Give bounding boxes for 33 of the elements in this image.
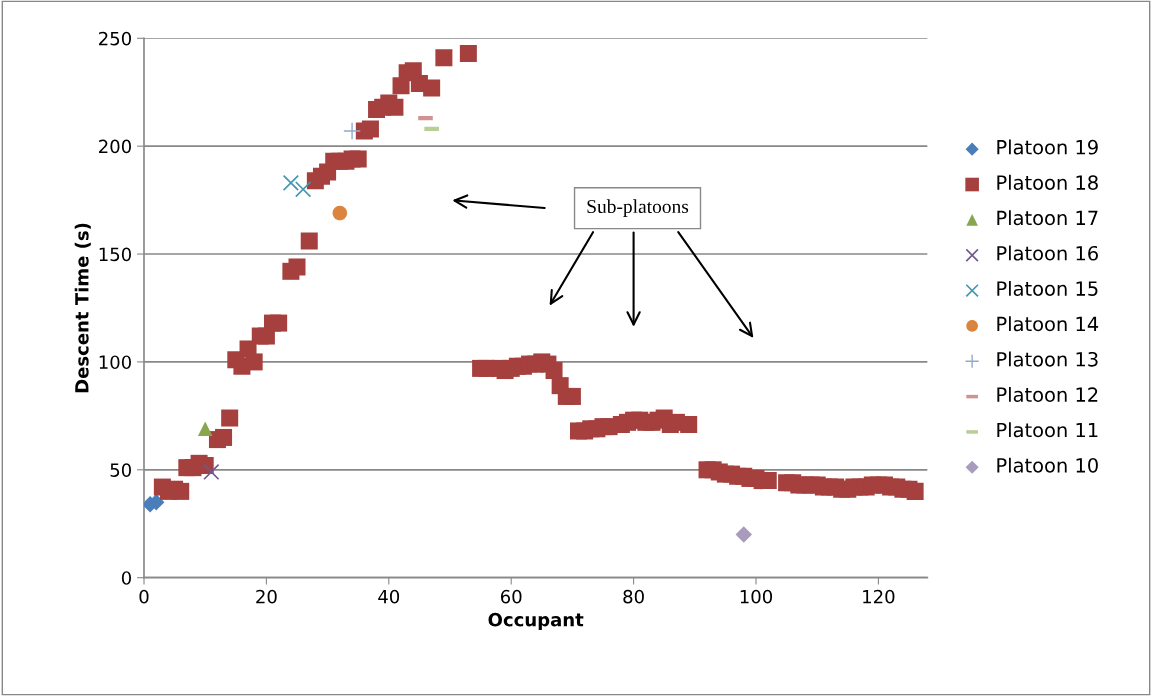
annotation: Sub-platoons [587, 199, 689, 218]
point [735, 526, 752, 543]
legend-label: Platoon 16 [997, 245, 1098, 261]
legend-label: Platoon 14 [997, 316, 1099, 332]
x-tick-label: 0 [139, 589, 149, 604]
x-tick-label: 60 [500, 589, 522, 604]
x-tick-label: 100 [740, 589, 773, 604]
x-axis-title: Occupant [488, 612, 584, 630]
y-axis-title: Descent Time (s) [74, 223, 91, 393]
legend-label: Platoon 17 [997, 210, 1098, 226]
y-tick-label: 0 [121, 571, 131, 585]
point [295, 181, 312, 198]
y-tick-label: 150 [99, 247, 131, 262]
legend-label: Platoon 18 [997, 174, 1098, 190]
legend-label: Platoon 12 [997, 386, 1098, 402]
x-tick-label: 20 [256, 589, 277, 604]
point [197, 421, 213, 437]
x-tick-label: 40 [378, 589, 400, 604]
y-tick-label: 250 [99, 31, 131, 46]
y-tick-label: 100 [99, 355, 131, 370]
legend-label: Platoon 11 [997, 422, 1098, 438]
point [343, 122, 361, 140]
point [332, 205, 348, 221]
x-tick-label: 80 [623, 589, 644, 604]
point [282, 174, 299, 191]
y-tick-label: 50 [110, 463, 131, 477]
y-tick-label: 200 [99, 139, 131, 154]
legend-label: Platoon 10 [997, 457, 1098, 473]
legend-label: Platoon 15 [997, 280, 1098, 296]
point [203, 463, 220, 481]
legend-label: Platoon 13 [997, 351, 1098, 367]
x-tick-label: 120 [863, 589, 895, 604]
legend-label: Platoon 19 [997, 139, 1098, 155]
